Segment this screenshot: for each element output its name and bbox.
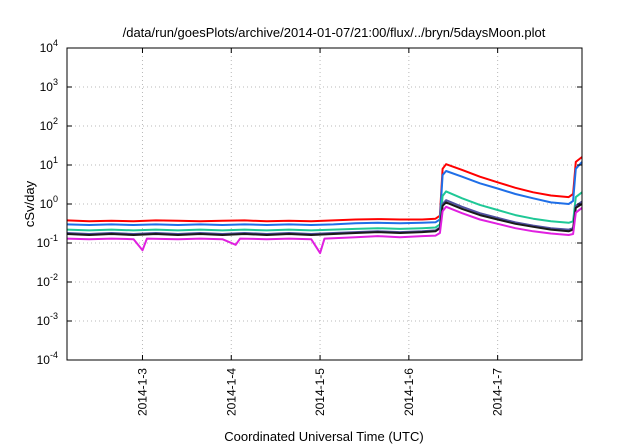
y-tick-label: 100 bbox=[40, 194, 58, 211]
x-tick-label: 2014-1-4 bbox=[224, 368, 238, 416]
series-layer bbox=[66, 156, 583, 255]
chart-title: /data/run/goesPlots/archive/2014-01-07/2… bbox=[123, 25, 546, 40]
x-tick-label: 2014-1-6 bbox=[402, 368, 416, 416]
grid bbox=[67, 48, 582, 360]
series-line-2 bbox=[66, 161, 583, 226]
series-line-3 bbox=[66, 190, 583, 232]
x-tick-label: 2014-1-3 bbox=[135, 368, 149, 416]
ticks: 10-4 10-3 10-2 10-1 100 101 102 103 104 2014-1-3 2… bbox=[37, 38, 582, 416]
y-tick-label: 10-1 bbox=[37, 233, 58, 250]
plot-frame bbox=[66, 47, 583, 361]
y-tick-label: 104 bbox=[40, 38, 58, 55]
series-line-5 bbox=[66, 201, 583, 236]
series-line-1 bbox=[66, 156, 583, 223]
x-tick-label: 2014-1-5 bbox=[313, 368, 327, 416]
y-tick-label: 103 bbox=[40, 77, 58, 94]
y-tick-label: 102 bbox=[40, 116, 58, 133]
y-tick-label: 10-4 bbox=[37, 350, 58, 367]
series-line-6 bbox=[66, 205, 583, 255]
y-tick-label: 10-2 bbox=[37, 272, 58, 289]
y-tick-label: 101 bbox=[40, 155, 58, 172]
x-tick-label: 2014-1-7 bbox=[491, 368, 505, 416]
y-tick-label: 10-3 bbox=[37, 311, 58, 328]
x-axis-title: Coordinated Universal Time (UTC) bbox=[224, 429, 423, 444]
y-axis-title: cSv/day bbox=[22, 180, 37, 227]
